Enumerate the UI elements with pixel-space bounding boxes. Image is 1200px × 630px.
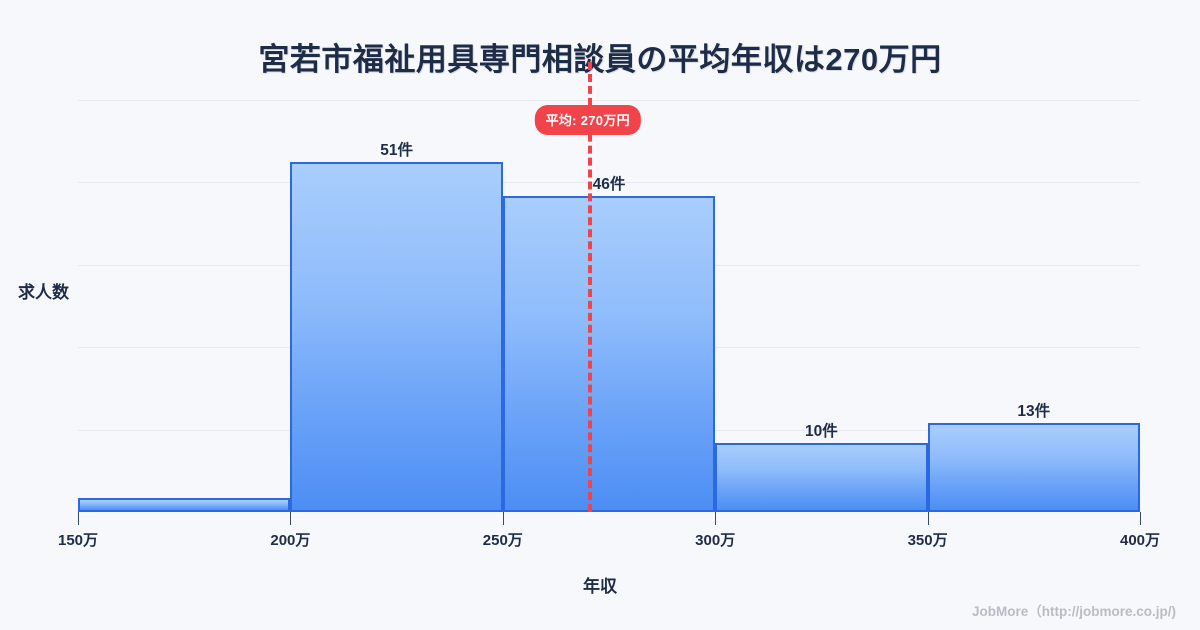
gridline — [78, 100, 1140, 101]
y-axis-label: 求人数 — [18, 283, 69, 302]
bar-value-label: 13件 — [1017, 402, 1051, 420]
histogram-bar[interactable] — [927, 422, 1140, 512]
bar-value-label: 46件 — [592, 176, 626, 194]
x-axis-tick-label: 150万 — [57, 532, 99, 549]
histogram-bar[interactable] — [290, 161, 503, 512]
x-axis-label: 年収 — [583, 577, 617, 596]
x-axis-tick-label: 400万 — [1119, 532, 1161, 549]
watermark: JobMore（http://jobmore.co.jp/) — [972, 604, 1176, 619]
x-axis-tick — [715, 512, 717, 525]
page-title: 宮若市福祉用具専門相談員の平均年収は270万円 — [258, 42, 942, 77]
histogram-bar[interactable] — [502, 196, 716, 512]
histogram-bar[interactable] — [715, 443, 928, 512]
mean-vertical-line — [587, 62, 592, 512]
x-axis-tick-label: 200万 — [270, 532, 311, 549]
mean-value-badge[interactable]: 平均: 270万円 — [534, 105, 641, 135]
x-axis-tick — [290, 512, 292, 525]
x-axis-tick-label: 350万 — [907, 532, 948, 549]
gridline — [78, 182, 1140, 184]
x-axis-tick — [78, 512, 79, 525]
histogram-bar[interactable] — [78, 498, 291, 512]
bar-value-label: 10件 — [805, 423, 838, 441]
x-axis-tick — [927, 512, 929, 525]
x-axis-tick-label: 250万 — [482, 532, 523, 549]
x-axis-tick — [1140, 512, 1141, 525]
x-axis-tick-label: 300万 — [695, 532, 736, 549]
bar-value-label: 51件 — [380, 141, 413, 159]
plot-area: 51件 46件 10件 13件 — [78, 62, 1140, 512]
x-axis-tick — [502, 512, 504, 525]
